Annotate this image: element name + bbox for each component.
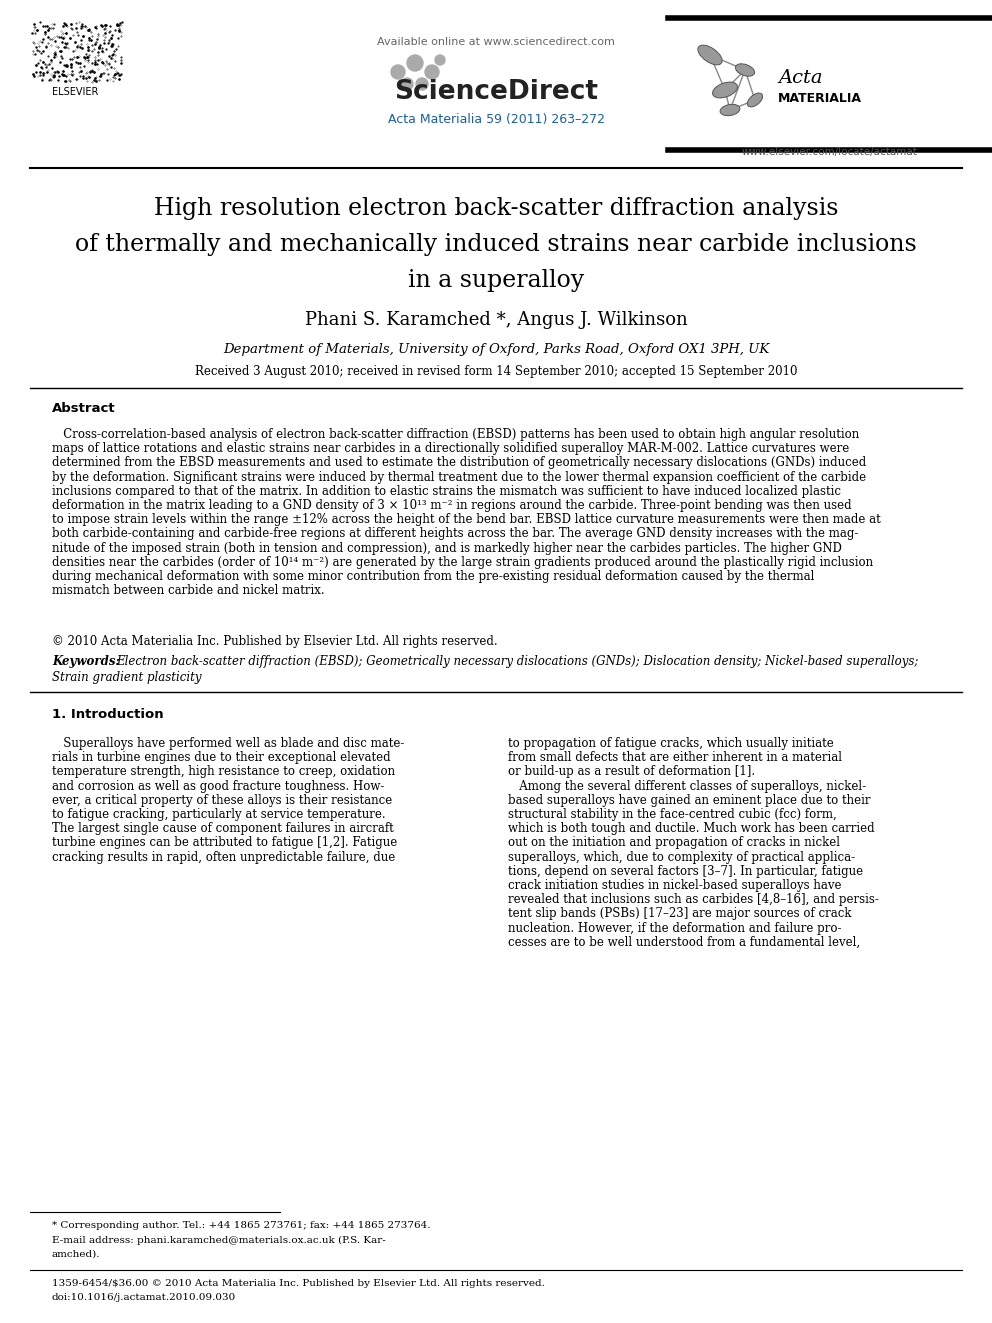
Text: densities near the carbides (order of 10¹⁴ m⁻²) are generated by the large strai: densities near the carbides (order of 10…: [52, 556, 873, 569]
Text: deformation in the matrix leading to a GND density of 3 × 10¹³ m⁻² in regions ar: deformation in the matrix leading to a G…: [52, 499, 851, 512]
Text: cracking results in rapid, often unpredictable failure, due: cracking results in rapid, often unpredi…: [52, 851, 395, 864]
Text: Available online at www.sciencedirect.com: Available online at www.sciencedirect.co…: [377, 37, 615, 48]
Text: in a superalloy: in a superalloy: [408, 269, 584, 291]
Circle shape: [425, 65, 439, 79]
Text: ever, a critical property of these alloys is their resistance: ever, a critical property of these alloy…: [52, 794, 392, 807]
Text: and corrosion as well as good fracture toughness. How-: and corrosion as well as good fracture t…: [52, 779, 384, 792]
Text: Abstract: Abstract: [52, 401, 116, 414]
Circle shape: [407, 56, 423, 71]
Text: or build-up as a result of deformation [1].: or build-up as a result of deformation […: [508, 766, 755, 778]
Text: turbine engines can be attributed to fatigue [1,2]. Fatigue: turbine engines can be attributed to fat…: [52, 836, 397, 849]
Text: based superalloys have gained an eminent place due to their: based superalloys have gained an eminent…: [508, 794, 871, 807]
Text: revealed that inclusions such as carbides [4,8–16], and persis-: revealed that inclusions such as carbide…: [508, 893, 879, 906]
Text: determined from the EBSD measurements and used to estimate the distribution of g: determined from the EBSD measurements an…: [52, 456, 866, 470]
Text: doi:10.1016/j.actamat.2010.09.030: doi:10.1016/j.actamat.2010.09.030: [52, 1294, 236, 1303]
Text: which is both tough and ductile. Much work has been carried: which is both tough and ductile. Much wo…: [508, 822, 875, 835]
Text: tions, depend on several factors [3–7]. In particular, fatigue: tions, depend on several factors [3–7]. …: [508, 865, 863, 877]
Text: by the deformation. Significant strains were induced by thermal treatment due to: by the deformation. Significant strains …: [52, 471, 866, 484]
Text: Strain gradient plasticity: Strain gradient plasticity: [52, 671, 201, 684]
Text: maps of lattice rotations and elastic strains near carbides in a directionally s: maps of lattice rotations and elastic st…: [52, 442, 849, 455]
Circle shape: [391, 65, 405, 79]
Text: during mechanical deformation with some minor contribution from the pre-existing: during mechanical deformation with some …: [52, 570, 814, 583]
Text: to impose strain levels within the range ±12% across the height of the bend bar.: to impose strain levels within the range…: [52, 513, 881, 527]
Text: Electron back-scatter diffraction (EBSD); Geometrically necessary dislocations (: Electron back-scatter diffraction (EBSD)…: [116, 655, 919, 668]
Text: amched).: amched).: [52, 1249, 100, 1258]
Circle shape: [401, 78, 413, 90]
Text: Acta Materialia 59 (2011) 263–272: Acta Materialia 59 (2011) 263–272: [388, 114, 604, 127]
Text: Phani S. Karamched *, Angus J. Wilkinson: Phani S. Karamched *, Angus J. Wilkinson: [305, 311, 687, 329]
Text: Department of Materials, University of Oxford, Parks Road, Oxford OX1 3PH, UK: Department of Materials, University of O…: [223, 344, 769, 356]
Ellipse shape: [747, 93, 763, 107]
Text: Cross-correlation-based analysis of electron back-scatter diffraction (EBSD) pat: Cross-correlation-based analysis of elec…: [52, 429, 859, 441]
Text: to fatigue cracking, particularly at service temperature.: to fatigue cracking, particularly at ser…: [52, 808, 386, 822]
Ellipse shape: [712, 82, 737, 98]
Text: nitude of the imposed strain (both in tension and compression), and is markedly : nitude of the imposed strain (both in te…: [52, 541, 842, 554]
Text: to propagation of fatigue cracks, which usually initiate: to propagation of fatigue cracks, which …: [508, 737, 833, 750]
Circle shape: [435, 56, 445, 65]
Text: structural stability in the face-centred cubic (fcc) form,: structural stability in the face-centred…: [508, 808, 836, 822]
Text: Keywords:: Keywords:: [52, 655, 120, 668]
Text: cesses are to be well understood from a fundamental level,: cesses are to be well understood from a …: [508, 935, 860, 949]
Text: out on the initiation and propagation of cracks in nickel: out on the initiation and propagation of…: [508, 836, 840, 849]
Text: © 2010 Acta Materialia Inc. Published by Elsevier Ltd. All rights reserved.: © 2010 Acta Materialia Inc. Published by…: [52, 635, 498, 648]
Text: temperature strength, high resistance to creep, oxidation: temperature strength, high resistance to…: [52, 766, 395, 778]
Ellipse shape: [735, 64, 755, 77]
Text: 1. Introduction: 1. Introduction: [52, 709, 164, 721]
Text: www.elsevier.com/locate/actamat: www.elsevier.com/locate/actamat: [741, 147, 917, 157]
Circle shape: [416, 78, 428, 90]
Text: both carbide-containing and carbide-free regions at different heights across the: both carbide-containing and carbide-free…: [52, 528, 858, 540]
Text: Among the several different classes of superalloys, nickel-: Among the several different classes of s…: [508, 779, 866, 792]
Ellipse shape: [720, 105, 740, 115]
Text: The largest single cause of component failures in aircraft: The largest single cause of component fa…: [52, 822, 394, 835]
Text: Superalloys have performed well as blade and disc mate-: Superalloys have performed well as blade…: [52, 737, 405, 750]
Text: ELSEVIER: ELSEVIER: [52, 87, 98, 97]
Ellipse shape: [697, 45, 722, 65]
Text: E-mail address: phani.karamched@materials.ox.ac.uk (P.S. Kar-: E-mail address: phani.karamched@material…: [52, 1236, 386, 1245]
Text: of thermally and mechanically induced strains near carbide inclusions: of thermally and mechanically induced st…: [75, 233, 917, 255]
Text: Received 3 August 2010; received in revised form 14 September 2010; accepted 15 : Received 3 August 2010; received in revi…: [194, 365, 798, 378]
Text: rials in turbine engines due to their exceptional elevated: rials in turbine engines due to their ex…: [52, 751, 391, 765]
Text: superalloys, which, due to complexity of practical applica-: superalloys, which, due to complexity of…: [508, 851, 855, 864]
Text: ScienceDirect: ScienceDirect: [394, 79, 598, 105]
Text: * Corresponding author. Tel.: +44 1865 273761; fax: +44 1865 273764.: * Corresponding author. Tel.: +44 1865 2…: [52, 1221, 431, 1229]
Text: nucleation. However, if the deformation and failure pro-: nucleation. However, if the deformation …: [508, 922, 841, 934]
Text: tent slip bands (PSBs) [17–23] are major sources of crack: tent slip bands (PSBs) [17–23] are major…: [508, 908, 851, 921]
Text: mismatch between carbide and nickel matrix.: mismatch between carbide and nickel matr…: [52, 585, 324, 597]
Text: crack initiation studies in nickel-based superalloys have: crack initiation studies in nickel-based…: [508, 878, 841, 892]
Text: Acta: Acta: [778, 69, 822, 87]
Text: from small defects that are either inherent in a material: from small defects that are either inher…: [508, 751, 842, 765]
Text: inclusions compared to that of the matrix. In addition to elastic strains the mi: inclusions compared to that of the matri…: [52, 484, 841, 497]
Text: MATERIALIA: MATERIALIA: [778, 91, 862, 105]
Text: High resolution electron back-scatter diffraction analysis: High resolution electron back-scatter di…: [154, 197, 838, 220]
Text: 1359-6454/$36.00 © 2010 Acta Materialia Inc. Published by Elsevier Ltd. All righ: 1359-6454/$36.00 © 2010 Acta Materialia …: [52, 1278, 545, 1287]
